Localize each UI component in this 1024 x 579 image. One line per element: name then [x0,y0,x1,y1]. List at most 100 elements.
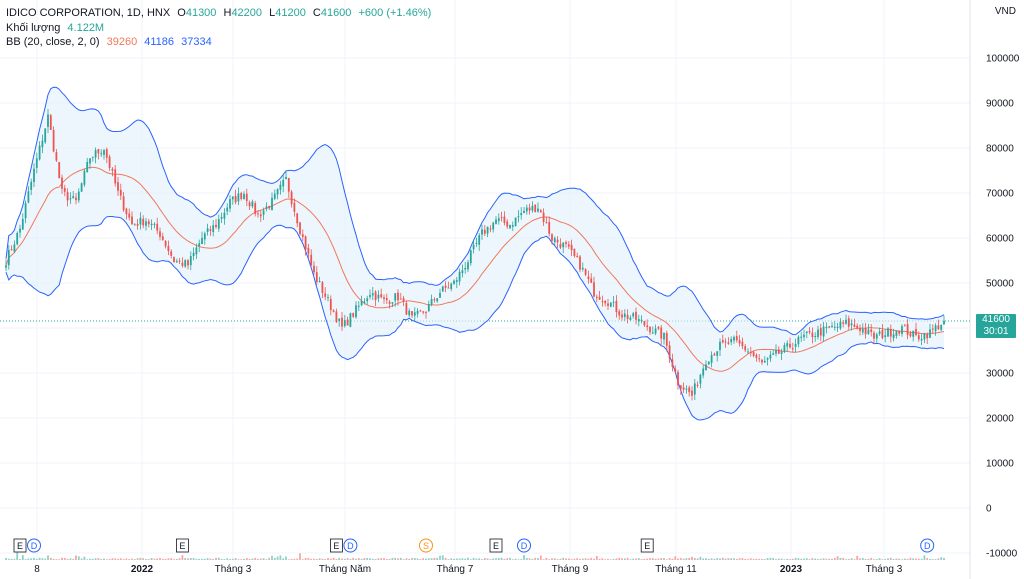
candle-body [170,251,173,256]
candle-body [355,305,357,318]
volume-bar [117,558,119,560]
volume-bar [486,558,489,560]
event-d-marker[interactable]: D [517,538,531,553]
volume-bar [16,551,19,560]
time-tick-label: Tháng 11 [655,564,697,575]
candle-body [458,271,461,282]
volume-bar [702,558,705,560]
volume-bar [399,557,402,560]
volume-legend: Khối lượng 4.122M [6,21,108,35]
candle-body [839,321,842,329]
volume-bar [859,558,861,560]
candle-body [553,238,556,243]
volume-bar [147,559,150,560]
earnings-icon [329,538,343,553]
candle-body [108,156,111,169]
volume-bar [881,559,884,560]
candle-body [411,311,413,316]
volume-bar [402,559,405,560]
volume-bar [215,557,217,560]
event-d-marker[interactable]: D [27,538,41,553]
volume-bar [27,558,30,560]
price-axis: 1000009000080000700006000050000400003000… [986,54,1020,560]
volume-bars [5,551,945,560]
candle-body [814,335,817,337]
volume-bar [332,557,335,560]
last-price-value: 41600 [982,314,1010,325]
candle-body [861,328,864,333]
candle-body [394,293,397,301]
candle-body [719,341,721,351]
candle-body [657,326,660,329]
candle-body [864,327,867,335]
candle-body [593,282,595,297]
event-e-marker[interactable]: E [175,538,189,553]
candle-body [89,158,91,164]
candle-body [21,218,24,230]
candle-body [349,313,352,327]
candle-body [30,181,33,190]
volume-bar [598,558,601,560]
candle-body [937,325,940,330]
candle-body [517,216,520,218]
volume-bar [13,558,16,560]
volume-bar [665,559,668,560]
event-s-marker[interactable]: S [419,538,433,553]
volume-bar [671,558,674,560]
candle-body [133,224,136,226]
event-letter: E [333,541,339,551]
volume-bar [789,559,791,560]
candle-body [69,198,72,200]
event-e-marker[interactable]: E [489,538,503,553]
candle-body [943,320,945,325]
candle-body [195,247,198,255]
event-d-marker[interactable]: D [920,538,935,553]
event-e-marker[interactable]: E [329,538,343,553]
candle-body [889,328,892,337]
event-e-marker[interactable]: E [13,538,27,553]
volume-bar [721,557,724,560]
volume-bar [80,558,83,560]
candle-body [528,207,531,211]
candle-body [640,319,643,321]
candle-body [338,318,341,321]
time-tick-label: 8 [34,564,40,575]
candle-body [58,162,61,179]
volume-bar [105,559,108,560]
volume-bar [374,559,377,560]
volume-bar [69,558,72,560]
volume-bar [730,558,733,560]
candle-body [111,168,114,171]
candle-body [632,313,635,317]
event-d-marker[interactable]: D [343,538,358,553]
volume-bar [623,558,626,560]
volume-bar [514,558,517,560]
volume-bar [710,558,713,560]
event-e-marker[interactable]: E [640,538,654,553]
volume-bar [385,558,388,560]
candle-body [307,247,310,254]
candle-body [562,242,565,248]
volume-bar [55,559,58,560]
candle-body [920,338,923,341]
volume-bar [47,555,49,560]
candle-body [83,170,86,185]
volume-bar [425,558,427,560]
candle-body [366,298,369,302]
volume-bar [433,557,436,560]
volume-bar [814,558,817,560]
candle-body [856,325,859,329]
bb-basis-value: 39260 [106,36,138,48]
candle-body [287,178,290,192]
volume-bar [903,558,906,560]
volume-bar [523,555,525,560]
candle-body [573,248,576,257]
volume-bar [509,557,511,560]
volume-bar [833,557,836,560]
volume-bar [58,559,61,560]
volume-bar [131,558,133,560]
volume-bar [35,558,38,560]
candle-body [201,237,203,244]
candle-body [682,387,685,390]
